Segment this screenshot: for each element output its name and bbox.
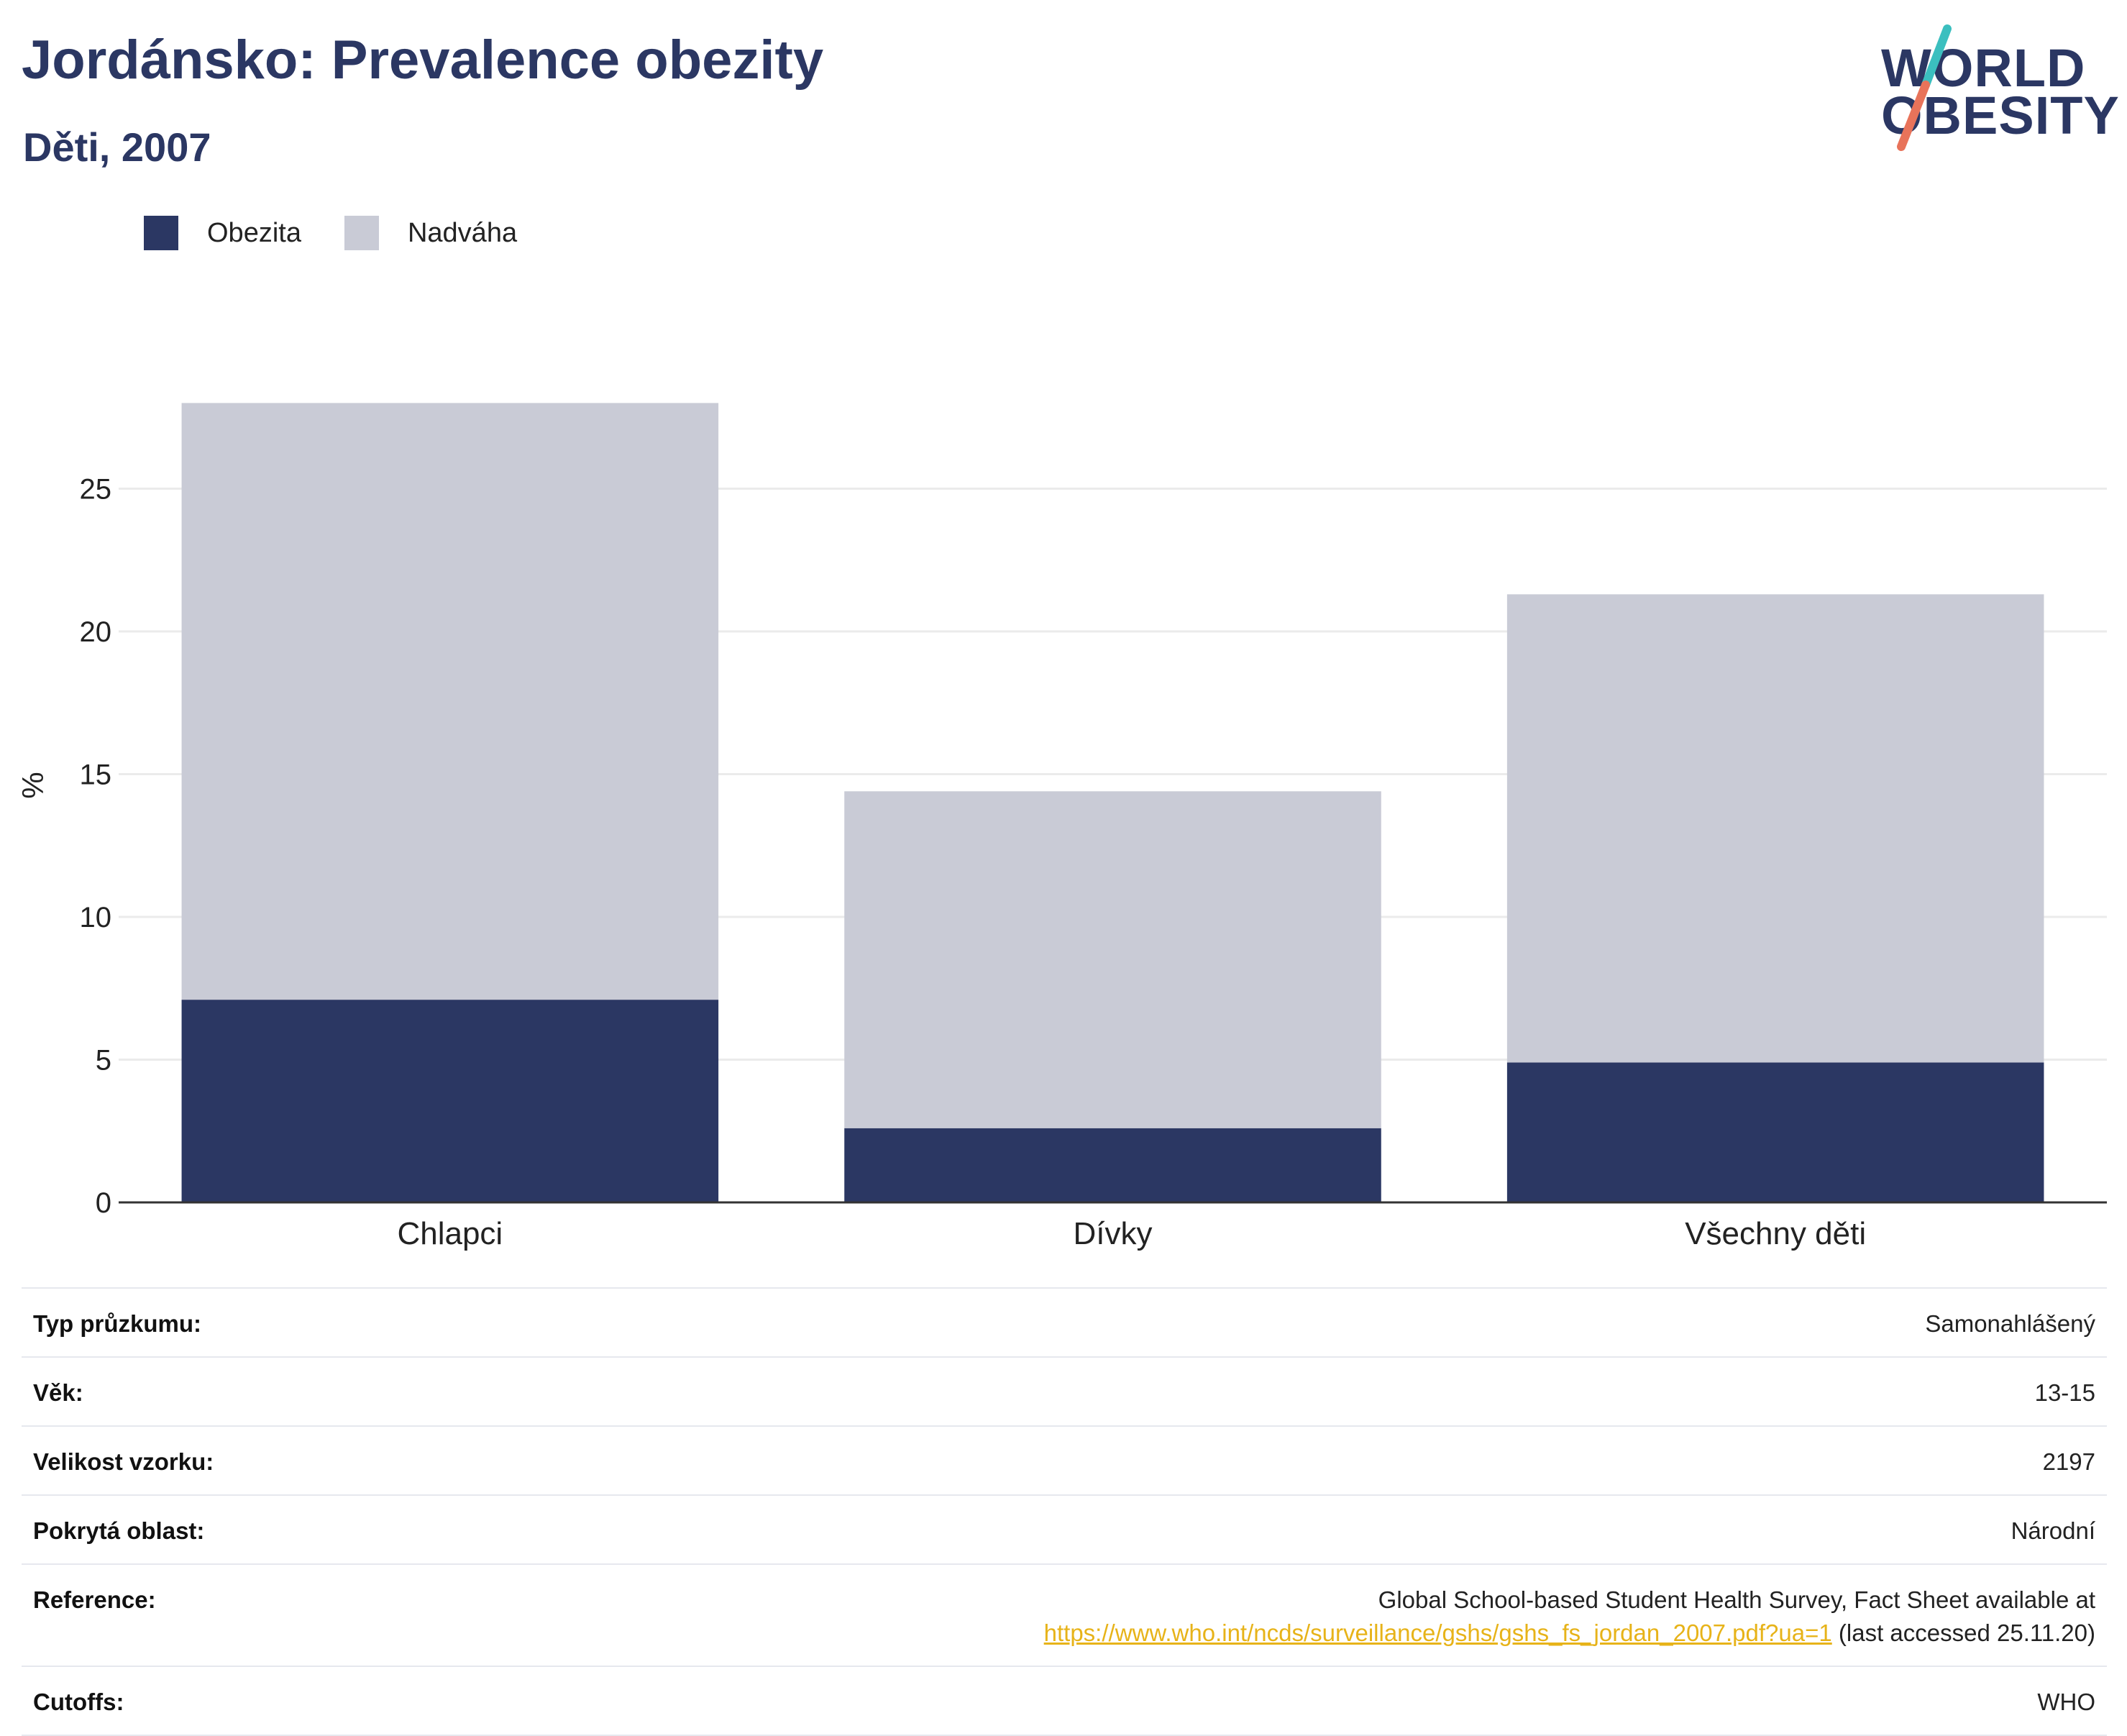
bar-nadvaha (181, 403, 719, 1000)
page-subtitle: Děti, 2007 (23, 124, 211, 170)
info-row-reference: Reference: Global School-based Student H… (22, 1565, 2107, 1667)
bar-obezita (1506, 1062, 2044, 1202)
reference-text: Global School-based Student Health Surve… (1378, 1586, 2095, 1613)
y-tick-label: 5 (96, 1045, 111, 1077)
bar-layer (181, 403, 2044, 1202)
x-tick-label: Všechny děti (1685, 1216, 1866, 1251)
x-tick-label: Chlapci (397, 1216, 503, 1251)
info-label: Reference: (33, 1586, 156, 1613)
y-tick-label: 10 (80, 902, 112, 933)
info-row-cutoffs: Cutoffs: WHO (22, 1667, 2107, 1736)
legend-label-obezita: Obezita (207, 217, 301, 248)
info-value: Národní (2011, 1517, 2095, 1544)
info-value: 13-15 (2034, 1379, 2095, 1406)
info-value: Samonahlášený (1925, 1310, 2095, 1337)
reference-link[interactable]: https://www.who.int/ncds/surveillance/gs… (1043, 1619, 1832, 1646)
legend-swatch-nadvaha (344, 216, 379, 250)
x-tick-label: Dívky (1074, 1216, 1153, 1251)
bar-obezita (844, 1128, 1381, 1202)
bar-obezita (181, 1000, 719, 1202)
info-label: Věk: (33, 1379, 83, 1406)
info-row-area-covered: Pokrytá oblast: Národní (22, 1496, 2107, 1565)
reference-value: Global School-based Student Health Surve… (1044, 1584, 2095, 1650)
y-axis-label: % (16, 772, 50, 798)
info-label: Cutoffs: (33, 1689, 124, 1715)
legend-item-nadvaha: Nadváha (344, 216, 517, 250)
bar-nadvaha (844, 791, 1381, 1128)
y-tick-label: 15 (80, 759, 112, 791)
info-label: Typ průzkumu: (33, 1310, 202, 1337)
y-tick-label: 0 (96, 1187, 111, 1219)
logo-slash-icon (1897, 24, 1952, 151)
y-tick-label: 20 (80, 616, 112, 648)
world-obesity-logo: WORLD OBESITY (1870, 20, 2119, 157)
stacked-bar-chart: 0 5 10 15 20 25 Chlapci Dívky Všechny děti % (16, 403, 2107, 1251)
legend-label-nadvaha: Nadváha (407, 217, 518, 248)
info-label: Velikost vzorku: (33, 1448, 214, 1475)
axis-layer: 0 5 10 15 20 25 Chlapci Dívky Všechny děti (80, 474, 2107, 1251)
info-value: WHO (2037, 1689, 2095, 1715)
info-row-sample-size: Velikost vzorku: 2197 (22, 1427, 2107, 1496)
reference-accessed: (last accessed 25.11.20) (1831, 1619, 2095, 1646)
survey-info-table: Typ průzkumu: Samonahlášený Věk: 13-15 V… (22, 1287, 2107, 1736)
info-row-age: Věk: 13-15 (22, 1358, 2107, 1427)
info-label: Pokrytá oblast: (33, 1517, 205, 1544)
chart-legend: Obezita Nadváha (144, 216, 560, 250)
logo-line-1: WORLD (1881, 38, 2086, 98)
y-tick-label: 25 (80, 474, 112, 506)
bar-nadvaha (1506, 594, 2044, 1063)
info-row-survey-type: Typ průzkumu: Samonahlášený (22, 1289, 2107, 1358)
legend-swatch-obezita (144, 216, 178, 250)
info-value: 2197 (2042, 1448, 2095, 1475)
page-title: Jordánsko: Prevalence obezity (22, 29, 824, 91)
legend-item-obezita: Obezita (144, 216, 301, 250)
